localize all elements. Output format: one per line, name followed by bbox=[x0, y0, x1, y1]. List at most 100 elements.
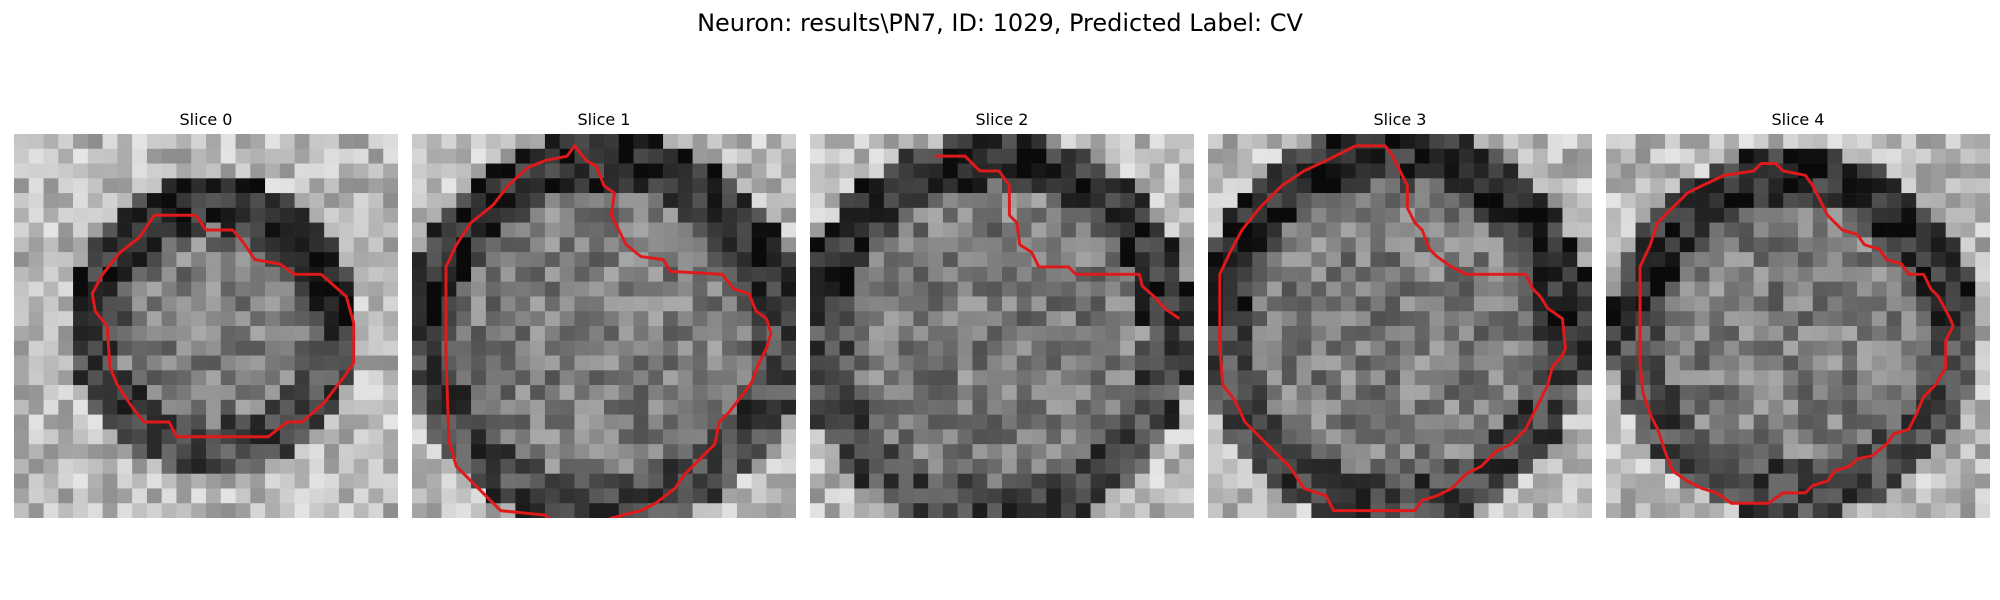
pixel bbox=[1355, 237, 1371, 253]
pixel bbox=[1134, 207, 1150, 223]
pixel bbox=[972, 193, 988, 209]
pixel bbox=[87, 178, 103, 194]
pixel bbox=[1355, 311, 1371, 327]
pixel bbox=[500, 163, 516, 179]
pixel bbox=[279, 429, 295, 445]
pixel bbox=[1267, 385, 1283, 401]
pixel bbox=[1164, 148, 1180, 164]
pixel bbox=[1842, 340, 1858, 356]
pixel bbox=[824, 340, 840, 356]
pixel bbox=[1679, 414, 1695, 430]
pixel bbox=[1606, 311, 1622, 327]
pixel bbox=[368, 207, 384, 223]
pixel bbox=[220, 414, 236, 430]
pixel bbox=[1635, 429, 1651, 445]
pixel bbox=[1429, 473, 1445, 489]
pixel bbox=[1267, 370, 1283, 386]
pixel bbox=[1075, 222, 1091, 238]
pixel bbox=[294, 370, 310, 386]
pixel bbox=[1046, 503, 1062, 518]
pixel bbox=[1606, 355, 1622, 371]
pixel bbox=[1016, 355, 1032, 371]
pixel bbox=[1886, 207, 1902, 223]
pixel bbox=[942, 340, 958, 356]
pixel bbox=[1709, 458, 1725, 474]
pixel bbox=[235, 503, 251, 518]
pixel bbox=[1768, 207, 1784, 223]
pixel bbox=[1149, 178, 1165, 194]
pixel bbox=[942, 429, 958, 445]
pixel bbox=[515, 134, 531, 150]
pixel bbox=[176, 296, 192, 312]
pixel bbox=[1105, 178, 1121, 194]
pixel bbox=[1149, 458, 1165, 474]
pixel bbox=[1812, 429, 1828, 445]
pixel bbox=[1724, 340, 1740, 356]
pixel bbox=[1812, 414, 1828, 430]
pixel bbox=[1385, 252, 1401, 268]
pixel bbox=[987, 311, 1003, 327]
pixel bbox=[1046, 370, 1062, 386]
pixel bbox=[412, 222, 428, 238]
pixel bbox=[1385, 385, 1401, 401]
pixel bbox=[1385, 281, 1401, 297]
pixel bbox=[1488, 237, 1504, 253]
pixel bbox=[1281, 134, 1297, 150]
pixel bbox=[530, 414, 546, 430]
pixel bbox=[220, 399, 236, 415]
pixel bbox=[426, 237, 442, 253]
pixel bbox=[294, 134, 310, 150]
pixel bbox=[412, 503, 428, 518]
pixel bbox=[309, 207, 325, 223]
pixel bbox=[604, 281, 620, 297]
pixel bbox=[604, 370, 620, 386]
pixel bbox=[1532, 355, 1548, 371]
pixel bbox=[500, 134, 516, 150]
pixel bbox=[589, 340, 605, 356]
pixel bbox=[1134, 370, 1150, 386]
pixel bbox=[1518, 355, 1534, 371]
pixel bbox=[1650, 444, 1666, 460]
pixel bbox=[1031, 473, 1047, 489]
pixel bbox=[1340, 222, 1356, 238]
pixel bbox=[14, 237, 30, 253]
pixel bbox=[736, 429, 752, 445]
pixel bbox=[766, 444, 782, 460]
pixel bbox=[206, 296, 222, 312]
pixel bbox=[1002, 222, 1018, 238]
pixel bbox=[456, 340, 472, 356]
pixel bbox=[206, 207, 222, 223]
pixel bbox=[309, 473, 325, 489]
pixel bbox=[1429, 414, 1445, 430]
pixel bbox=[1252, 311, 1268, 327]
pixel bbox=[1798, 207, 1814, 223]
pixel bbox=[559, 414, 575, 430]
pixel bbox=[87, 222, 103, 238]
pixel bbox=[43, 311, 59, 327]
pixel bbox=[1798, 193, 1814, 209]
pixel bbox=[1960, 503, 1976, 518]
pixel bbox=[102, 488, 118, 504]
pixel bbox=[1665, 207, 1681, 223]
pixel bbox=[869, 414, 885, 430]
pixel bbox=[368, 281, 384, 297]
pixel bbox=[1134, 355, 1150, 371]
pixel bbox=[1311, 281, 1327, 297]
pixel bbox=[353, 134, 369, 150]
pixel bbox=[1606, 193, 1622, 209]
pixel bbox=[1090, 399, 1106, 415]
pixel bbox=[854, 429, 870, 445]
pixel bbox=[1562, 281, 1578, 297]
pixel bbox=[102, 414, 118, 430]
pixel bbox=[604, 296, 620, 312]
pixel bbox=[1635, 266, 1651, 282]
pixel bbox=[1812, 134, 1828, 150]
pixel bbox=[707, 503, 723, 518]
pixel bbox=[146, 370, 162, 386]
pixel bbox=[368, 163, 384, 179]
pixel bbox=[913, 370, 929, 386]
pixel bbox=[1694, 326, 1710, 342]
pixel bbox=[1370, 458, 1386, 474]
pixel bbox=[58, 429, 74, 445]
pixel bbox=[1650, 178, 1666, 194]
